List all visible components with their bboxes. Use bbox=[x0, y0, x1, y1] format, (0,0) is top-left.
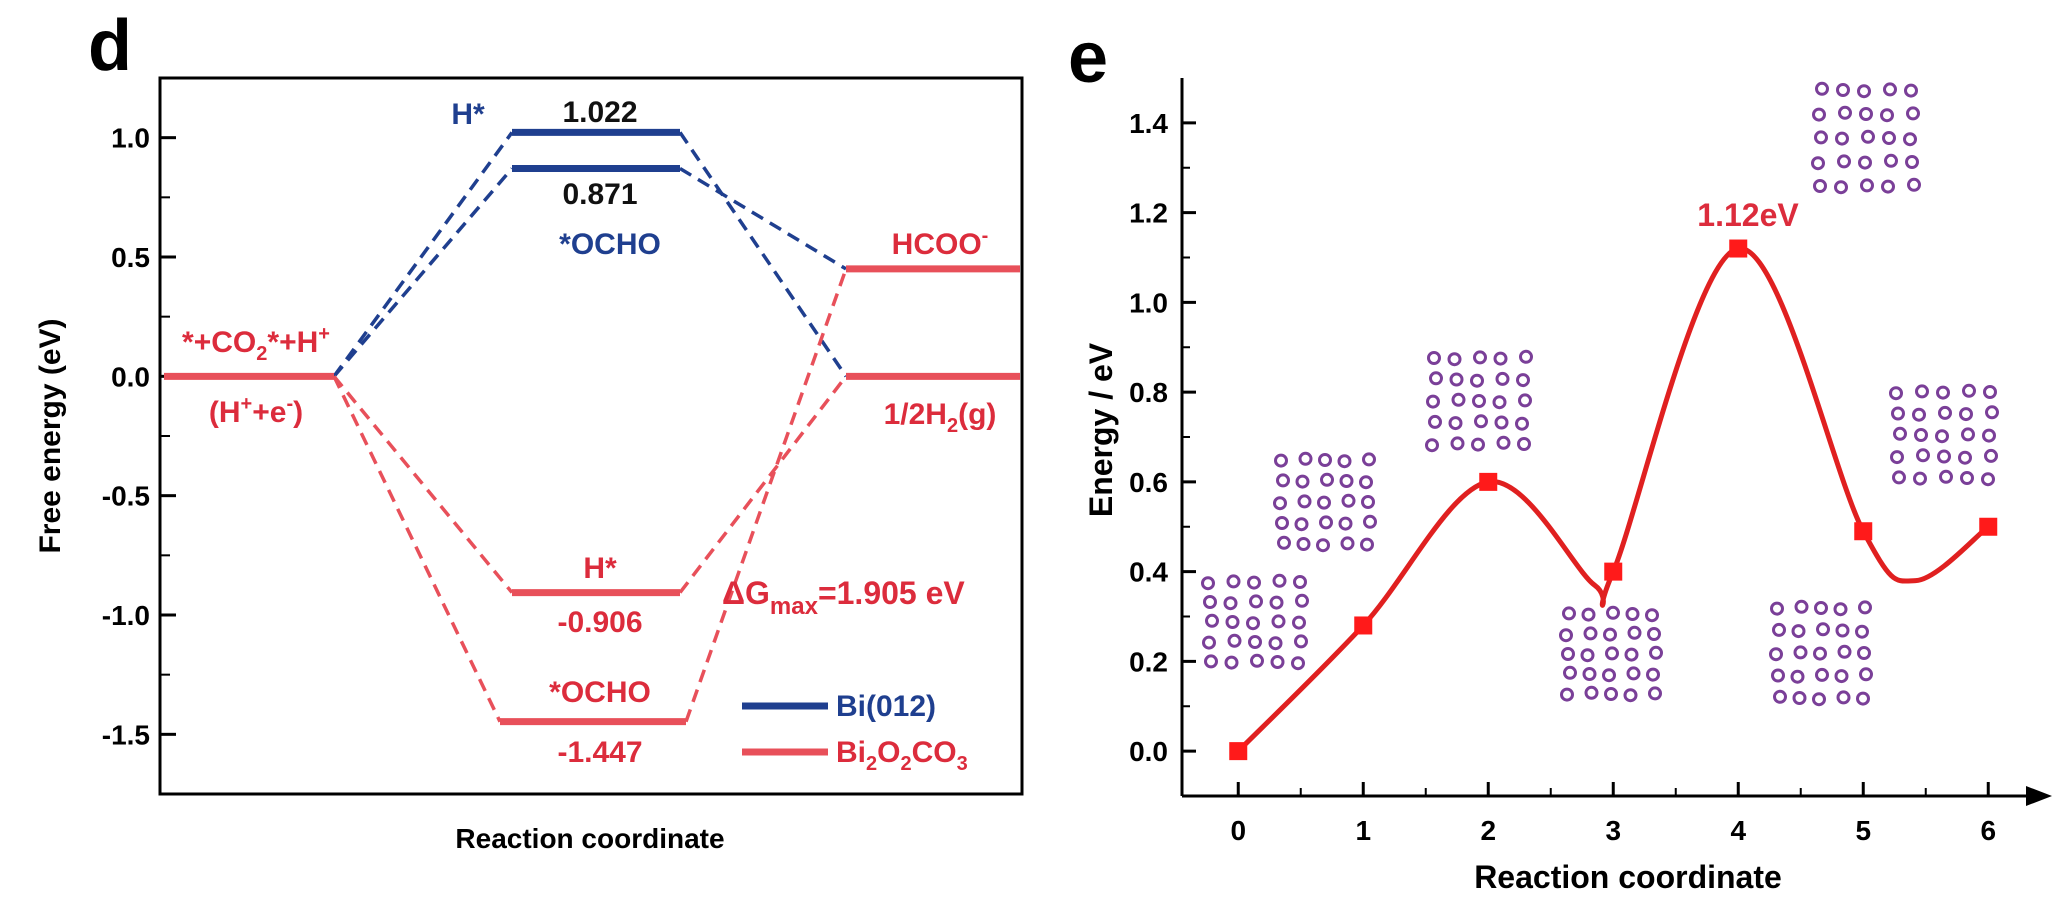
e-data-point bbox=[1479, 472, 1498, 491]
e-x-tick-label: 2 bbox=[1480, 815, 1496, 846]
d-value-1022: 1.022 bbox=[562, 96, 637, 129]
d-label-initial-top: *+CO2*+H+ bbox=[182, 323, 330, 365]
panel-d-letter: d bbox=[88, 6, 132, 86]
d-delta-g-annotation: ΔGmax=1.905 eV bbox=[722, 575, 965, 620]
e-data-point bbox=[1729, 239, 1748, 258]
e-x-axis-arrow bbox=[2026, 786, 2052, 806]
d-connector bbox=[332, 131, 514, 378]
panel-e-x-axis: 0 1 2 3 4 5 6 bbox=[1230, 782, 1996, 846]
d-label-h2: 1/2H2(g) bbox=[884, 398, 997, 437]
e-x-tick-label: 3 bbox=[1605, 815, 1621, 846]
e-y-tick-label: 0.6 bbox=[1129, 467, 1168, 498]
d-value-0871: 0.871 bbox=[562, 178, 637, 211]
e-data-point bbox=[1979, 517, 1998, 536]
d-connector bbox=[332, 375, 514, 594]
e-x-tick-label: 1 bbox=[1355, 815, 1371, 846]
d-y-tick-label: 1.0 bbox=[111, 123, 150, 154]
e-x-tick-label: 4 bbox=[1730, 815, 1746, 846]
d-y-tick-label: -0.5 bbox=[102, 481, 150, 512]
d-x-axis-label: Reaction coordinate bbox=[455, 823, 724, 854]
d-label-ocho-bi012: *OCHO bbox=[559, 228, 661, 261]
e-data-point bbox=[1604, 562, 1623, 581]
d-connector bbox=[332, 167, 514, 378]
d-legend: Bi(012) Bi2O2CO3 bbox=[742, 690, 968, 775]
panel-d-levels bbox=[164, 128, 1020, 726]
e-data-point bbox=[1854, 522, 1873, 541]
d-y-tick-label: 0.0 bbox=[111, 361, 150, 392]
d-y-tick-label: -1.0 bbox=[102, 600, 150, 631]
e-y-tick-label: 0.2 bbox=[1129, 646, 1168, 677]
legend-label-bi2o2co3: Bi2O2CO3 bbox=[836, 736, 968, 775]
e-structure-thumbnail bbox=[1769, 599, 1873, 707]
d-value-1447: -1.447 bbox=[557, 736, 642, 769]
panel-e-y-axis: 0.0 0.2 0.4 0.6 0.8 1.0 1.2 1.4 bbox=[1129, 108, 1196, 767]
e-structure-thumbnail bbox=[1273, 451, 1377, 553]
d-label-h-star-bi012: H* bbox=[451, 98, 485, 131]
d-connector bbox=[678, 131, 848, 378]
e-data-point bbox=[1354, 616, 1373, 635]
e-data-point bbox=[1229, 742, 1248, 761]
e-structure-thumbnail bbox=[1425, 349, 1533, 453]
e-y-tick-label: 0.8 bbox=[1129, 377, 1168, 408]
d-y-tick-label: 0.5 bbox=[111, 242, 150, 273]
d-label-ocho-bi2o2co3: *OCHO bbox=[549, 676, 651, 709]
e-y-tick-label: 1.4 bbox=[1129, 108, 1168, 139]
e-y-tick-label: 0.0 bbox=[1129, 736, 1168, 767]
d-label-h-star-bi2o2co3: H* bbox=[583, 552, 617, 585]
e-x-axis-label: Reaction coordinate bbox=[1474, 859, 1782, 895]
e-x-tick-label: 5 bbox=[1855, 815, 1871, 846]
e-energy-curve bbox=[1236, 246, 1990, 753]
d-connector bbox=[679, 166, 847, 271]
e-barrier-annotation: 1.12eV bbox=[1697, 197, 1799, 233]
d-connector bbox=[332, 375, 502, 723]
e-y-tick-label: 0.4 bbox=[1129, 557, 1168, 588]
d-connector bbox=[678, 375, 848, 594]
d-y-axis-label: Free energy (eV) bbox=[34, 318, 67, 553]
e-y-tick-label: 1.2 bbox=[1129, 198, 1168, 229]
e-structure-images bbox=[1201, 81, 1999, 707]
panel-d-y-axis: 1.0 0.5 0.0 -0.5 -1.0 -1.5 bbox=[102, 123, 176, 750]
e-structure-thumbnail bbox=[1889, 383, 1999, 487]
d-y-tick-label: -1.5 bbox=[102, 719, 150, 750]
panel-e-letter: e bbox=[1068, 18, 1108, 98]
e-x-tick-label: 6 bbox=[1980, 815, 1996, 846]
d-label-initial-bottom: (H++e-) bbox=[209, 393, 303, 429]
e-x-tick-label: 0 bbox=[1230, 815, 1246, 846]
d-connector bbox=[684, 268, 848, 723]
e-markers bbox=[1229, 239, 1998, 761]
e-structure-thumbnail bbox=[1559, 605, 1663, 703]
d-value-0906: -0.906 bbox=[557, 606, 642, 639]
e-structure-thumbnail bbox=[1201, 573, 1309, 671]
e-structure-thumbnail bbox=[1811, 81, 1921, 195]
e-y-axis-label: Energy / eV bbox=[1083, 342, 1119, 517]
panel-d-chart: 1.0 0.5 0.0 -0.5 -1.0 -1.5 H* 1.022 0.871 *OC… bbox=[34, 76, 1024, 854]
legend-label-bi012: Bi(012) bbox=[836, 690, 936, 723]
d-label-hcoo: HCOO- bbox=[892, 225, 989, 261]
e-y-tick-label: 1.0 bbox=[1129, 287, 1168, 318]
